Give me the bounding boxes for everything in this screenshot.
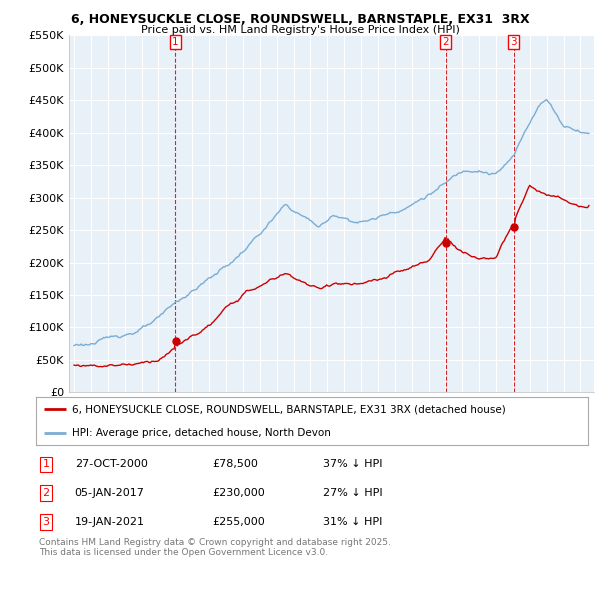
Text: 37% ↓ HPI: 37% ↓ HPI: [323, 460, 383, 470]
Text: 27-OCT-2000: 27-OCT-2000: [74, 460, 148, 470]
Text: 19-JAN-2021: 19-JAN-2021: [74, 517, 145, 527]
Text: 05-JAN-2017: 05-JAN-2017: [74, 489, 145, 498]
Text: 27% ↓ HPI: 27% ↓ HPI: [323, 489, 383, 498]
Text: 3: 3: [43, 517, 49, 527]
Text: 31% ↓ HPI: 31% ↓ HPI: [323, 517, 382, 527]
Text: 3: 3: [511, 37, 517, 47]
Text: Contains HM Land Registry data © Crown copyright and database right 2025.
This d: Contains HM Land Registry data © Crown c…: [39, 538, 391, 558]
Text: £255,000: £255,000: [212, 517, 265, 527]
Text: £78,500: £78,500: [212, 460, 259, 470]
Text: 1: 1: [43, 460, 49, 470]
Text: 6, HONEYSUCKLE CLOSE, ROUNDSWELL, BARNSTAPLE, EX31 3RX (detached house): 6, HONEYSUCKLE CLOSE, ROUNDSWELL, BARNST…: [72, 404, 506, 414]
Text: 1: 1: [172, 37, 179, 47]
Text: Price paid vs. HM Land Registry's House Price Index (HPI): Price paid vs. HM Land Registry's House …: [140, 25, 460, 35]
Text: 2: 2: [43, 489, 49, 498]
Text: 6, HONEYSUCKLE CLOSE, ROUNDSWELL, BARNSTAPLE, EX31  3RX: 6, HONEYSUCKLE CLOSE, ROUNDSWELL, BARNST…: [71, 13, 529, 26]
Text: 2: 2: [442, 37, 449, 47]
Text: HPI: Average price, detached house, North Devon: HPI: Average price, detached house, Nort…: [72, 428, 331, 438]
Text: £230,000: £230,000: [212, 489, 265, 498]
